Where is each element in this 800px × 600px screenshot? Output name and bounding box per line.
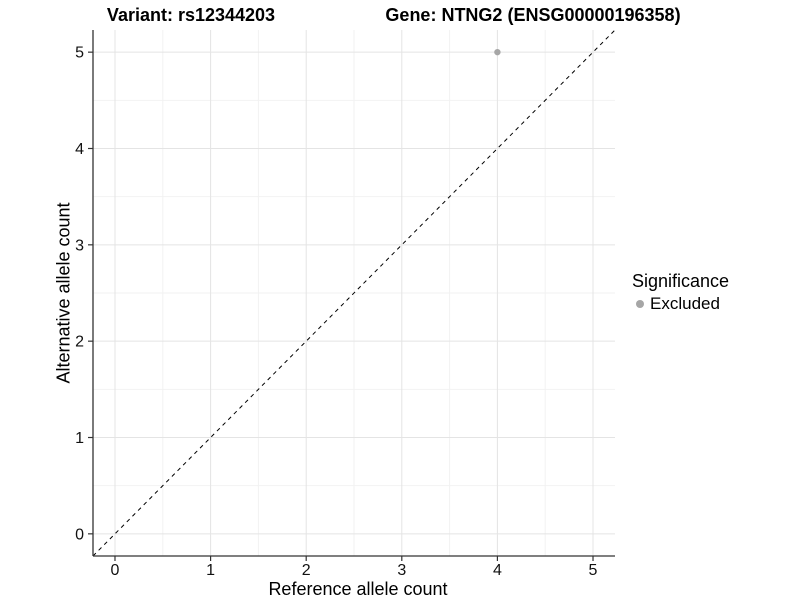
y-tick-label: 5 — [75, 45, 84, 62]
y-tick-label: 4 — [75, 141, 84, 158]
legend-title: Significance — [632, 271, 730, 291]
y-tick-label: 2 — [75, 334, 84, 351]
legend-item-label: Excluded — [650, 294, 720, 313]
legend-item-excluded: Excluded — [632, 294, 729, 314]
x-tick-label: 2 — [302, 562, 311, 579]
x-tick-label: 0 — [111, 562, 120, 579]
y-axis-label: Alternative allele count — [53, 202, 74, 384]
x-tick-label: 5 — [589, 562, 598, 579]
legend-point-icon — [636, 300, 644, 308]
y-tick-label: 0 — [75, 526, 84, 543]
x-axis-label: Reference allele count — [268, 579, 448, 599]
x-tick-label: 4 — [493, 562, 502, 579]
plot-title-variant: Variant: rs12344203 — [106, 5, 276, 25]
identity-dashed-line — [92, 29, 616, 557]
data-point — [494, 48, 501, 56]
x-tick-label: 3 — [397, 562, 406, 579]
plot-title-gene: Gene: NTNG2 (ENSG00000196358) — [385, 5, 681, 25]
x-tick-label: 1 — [206, 562, 215, 579]
legend: Significance Excluded — [632, 271, 729, 314]
y-tick-label: 3 — [75, 237, 84, 254]
y-tick-label: 1 — [75, 430, 84, 447]
